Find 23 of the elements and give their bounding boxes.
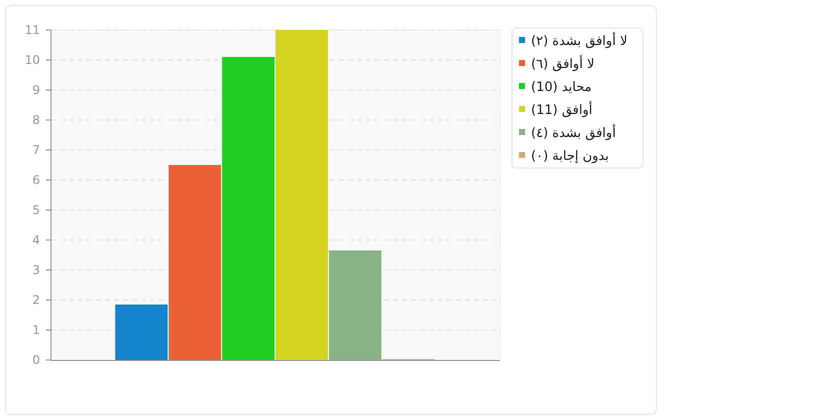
legend-label: أوافق (11) xyxy=(531,101,592,118)
bar xyxy=(115,304,168,360)
y-tick-label: 2 xyxy=(32,293,40,307)
legend-label: بدون إجابة (٠) xyxy=(531,149,609,164)
y-tick-label: 0 xyxy=(32,353,40,367)
legend-label: أوافق بشدة (٤) xyxy=(531,124,616,141)
y-tick-label: 1 xyxy=(32,323,40,337)
bar xyxy=(222,57,274,360)
legend-label: لا أوافق (٦) xyxy=(531,55,594,72)
y-tick-label: 10 xyxy=(24,53,40,67)
y-tick-label: 5 xyxy=(32,203,40,217)
y-tick-label: 3 xyxy=(32,263,40,277)
legend-label: لا أوافق بشدة (٢) xyxy=(531,32,628,49)
y-tick-label: 6 xyxy=(32,173,40,187)
y-tick-label: 8 xyxy=(32,113,40,127)
y-tick-label: 4 xyxy=(32,233,40,247)
y-tick-label: 7 xyxy=(32,143,40,157)
y-tick-label: 9 xyxy=(32,83,40,97)
legend-label: محايد (10) xyxy=(531,80,592,95)
bar xyxy=(168,165,222,360)
y-tick-label: 11 xyxy=(24,23,40,37)
bar xyxy=(328,250,382,360)
bar xyxy=(276,30,328,360)
